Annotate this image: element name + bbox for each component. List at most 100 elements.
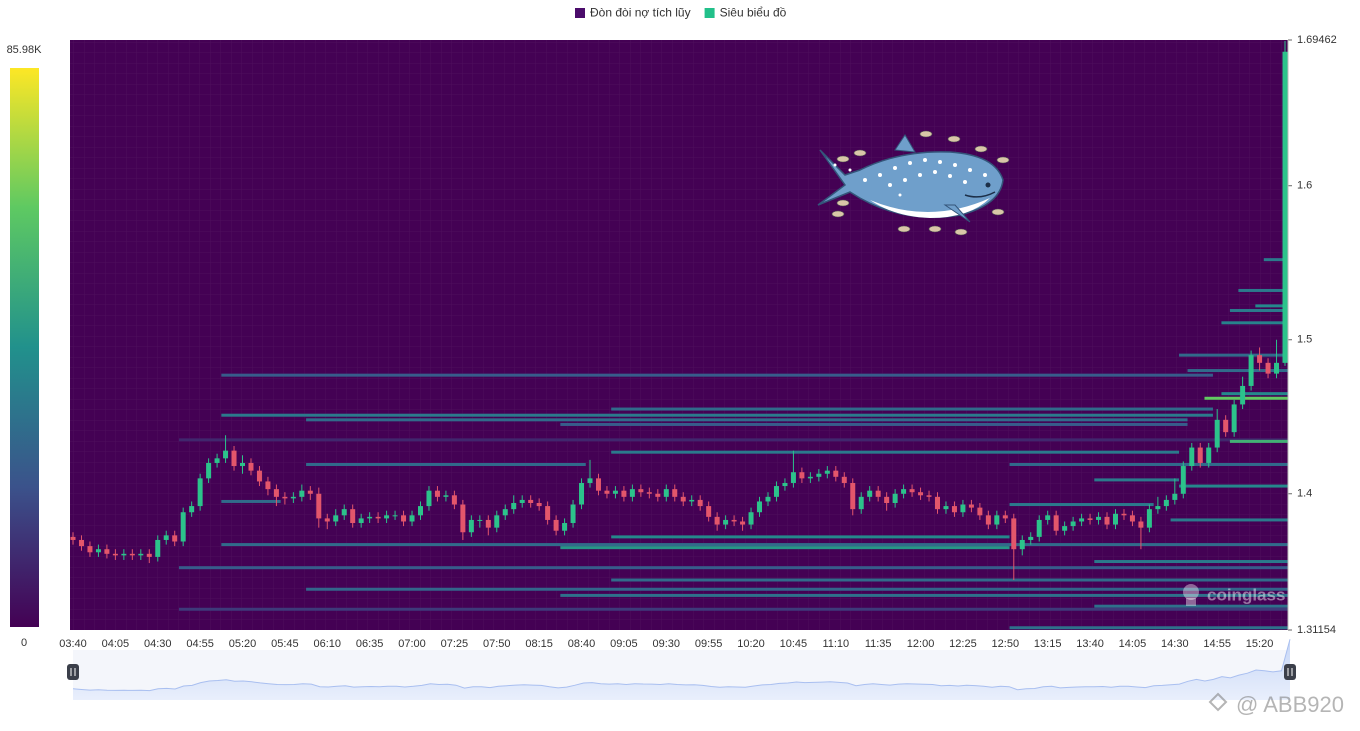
candle-body [180,512,186,542]
candle-body [172,535,178,542]
candle-body [773,486,779,497]
legend-item[interactable]: Siêu biểu đồ [704,6,787,20]
candle-body [1189,447,1195,467]
heat-band [1255,304,1288,308]
candle-body [485,519,491,528]
candle-body [884,496,890,503]
candle-body [528,499,534,503]
navigator-line [72,639,1291,692]
heat-band [1179,484,1288,488]
candle-body [638,489,644,493]
candle-body [1231,404,1237,433]
candle-body [1248,355,1254,386]
candle-body [78,539,84,547]
candle-body [1112,513,1118,525]
candles [70,40,1288,581]
x-tick-label: 04:30 [144,638,172,650]
heat-band [306,418,1188,422]
candle-body [892,493,898,503]
candle-body [1070,521,1076,527]
heat-band [1204,396,1288,400]
candle-body [401,515,407,522]
candle-body [214,458,220,463]
navigator-handle[interactable] [67,664,79,680]
candle-body [350,509,356,524]
candle-body [629,489,635,497]
heat-band [1009,462,1288,466]
navigator-handle[interactable] [1284,664,1296,680]
candle-body [1155,506,1161,510]
legend-item[interactable]: Đòn đòi nợ tích lũy [575,6,691,20]
candle-body [519,499,525,503]
heat-band [611,450,1180,454]
heat-band [560,546,1010,550]
heat-band [306,587,1289,591]
heat-band [1187,369,1288,373]
candle-body [765,496,771,502]
candle-body [341,509,347,516]
candle-body [333,515,339,522]
x-tick-label: 12:50 [992,638,1020,650]
candle-body [1257,355,1263,363]
heat-band [1170,518,1288,522]
heat-band [1221,392,1288,396]
candle-body [477,519,483,521]
candle-body [104,549,110,554]
candle-body [460,504,466,533]
candle-body [1045,515,1051,520]
candle-body [417,506,423,516]
candle-body [451,495,457,505]
x-tick-label: 10:20 [737,638,765,650]
candle-body [943,506,949,510]
x-tick-label: 10:45 [780,638,808,650]
candle-body [1240,385,1246,405]
candle-body [858,496,864,510]
heat-band [1094,604,1288,608]
y-tick-label: 1.4 [1297,488,1312,500]
colorbar-label: 85.98K [7,44,43,56]
axes: 0 85.98K 1.31154 1.4 1.5 1.6 1.69462 03:40 04:05… [7,34,1337,650]
x-tick-label: 12:00 [907,638,935,650]
candle-body [1129,515,1135,522]
legend-swatch [704,8,715,18]
candle-body [553,519,559,531]
candle-body [714,516,720,525]
x-tick-label: 06:35 [356,638,384,650]
candle-body [197,478,203,507]
candle-body [1036,519,1042,537]
candle-body [1146,509,1152,528]
x-tick-label: 07:25 [441,638,469,650]
candle-body [1206,447,1212,463]
whale-illustration [817,130,1010,236]
candle-body [273,489,279,497]
candle-body [1079,518,1085,522]
candle-body [867,490,873,497]
candle-body [1087,518,1093,520]
candle-body [163,535,169,540]
candle-body [494,515,500,528]
candle-body [850,482,856,510]
candle-body [757,501,763,513]
candle-body [87,546,93,553]
candle-body [723,519,729,525]
candle-body [909,489,915,493]
x-tick-label: 03:40 [59,638,87,650]
x-tick-label: 14:05 [1119,638,1147,650]
heat-band [1009,626,1288,630]
candle-body [1028,536,1034,540]
candle-body [621,490,627,497]
candle-body [706,506,712,517]
candle-body [646,492,652,494]
candle-body [1104,516,1110,525]
candle-body [231,450,237,467]
candle-body [731,519,737,522]
legend-label: Siêu biểu đồ [720,6,787,20]
candle-body [240,462,246,467]
plot-grid [70,40,1288,630]
legend-swatch [575,8,585,18]
candle-body [511,502,517,510]
heat-band [1009,503,1154,507]
candle-body [926,495,932,497]
candle-body [562,523,568,531]
candle-body [1011,518,1017,550]
